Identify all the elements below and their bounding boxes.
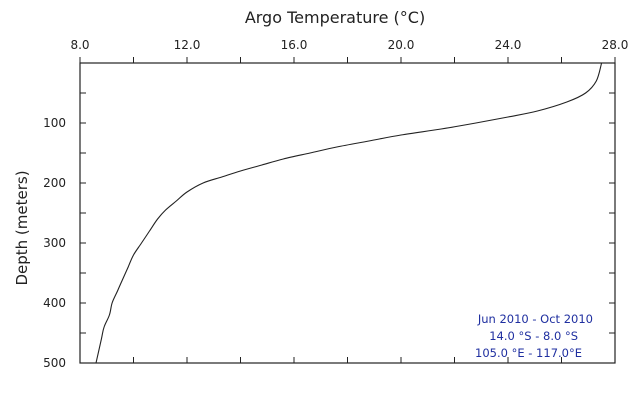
longitude-range-annotation: 105.0 °E - 117.0°E xyxy=(475,346,582,360)
plot-frame xyxy=(79,62,616,364)
latitude-range-annotation: 14.0 °S - 8.0 °S xyxy=(489,329,578,343)
temperature-profile-line xyxy=(95,62,603,364)
y-axis-ticks: 100 200 300 400 500 xyxy=(43,92,615,370)
x-tick-label: 8.0 xyxy=(70,38,89,52)
x-tick-label: 20.0 xyxy=(388,38,415,52)
y-tick-label: 500 xyxy=(43,356,66,370)
annotation-box: Jun 2010 - Oct 2010 14.0 °S - 8.0 °S 105… xyxy=(475,312,593,360)
y-tick-label: 400 xyxy=(43,296,66,310)
chart-title: Argo Temperature (°C) xyxy=(245,8,425,27)
date-range-annotation: Jun 2010 - Oct 2010 xyxy=(477,312,593,326)
x-axis-ticks: 8.0 12.0 16.0 20.0 24.0 28.0 xyxy=(70,38,628,363)
x-tick-label: 12.0 xyxy=(174,38,201,52)
y-tick-label: 100 xyxy=(43,116,66,130)
x-tick-label: 24.0 xyxy=(495,38,522,52)
x-tick-label: 16.0 xyxy=(281,38,308,52)
y-axis-label: Depth (meters) xyxy=(13,170,31,285)
x-tick-label: 28.0 xyxy=(602,38,629,52)
y-tick-label: 200 xyxy=(43,176,66,190)
y-tick-label: 300 xyxy=(43,236,66,250)
